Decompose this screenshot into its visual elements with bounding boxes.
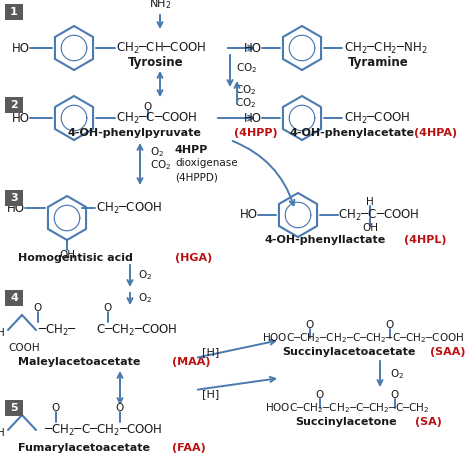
Text: (SAA): (SAA) (430, 347, 465, 357)
Text: dioxigenase: dioxigenase (175, 158, 237, 168)
Text: 4: 4 (10, 293, 18, 303)
Text: [H]: [H] (202, 347, 219, 357)
Text: 4-OH-phenylacetate: 4-OH-phenylacetate (290, 128, 415, 138)
Text: (MAA): (MAA) (172, 357, 210, 367)
Text: CH$_2$─COOH: CH$_2$─COOH (96, 201, 162, 216)
Text: O: O (386, 320, 394, 330)
Text: 3: 3 (10, 193, 18, 203)
Text: CH$_2$─C─COOH: CH$_2$─C─COOH (338, 208, 419, 223)
Text: O: O (34, 303, 42, 313)
Text: HO: HO (7, 201, 25, 215)
FancyBboxPatch shape (5, 400, 23, 416)
Text: HO: HO (12, 42, 30, 55)
Text: 4-OH-phenyllactate: 4-OH-phenyllactate (265, 235, 386, 245)
Text: O: O (306, 320, 314, 330)
Text: COOH: COOH (8, 343, 40, 353)
Text: H: H (0, 328, 5, 338)
Text: O: O (104, 303, 112, 313)
Text: (4HPP): (4HPP) (234, 128, 278, 138)
Text: HOOC─CH$_2$─CH$_2$─C─CH$_2$─C─CH$_2$─COOH: HOOC─CH$_2$─CH$_2$─C─CH$_2$─C─CH$_2$─COO… (262, 331, 464, 345)
Text: O$_2$: O$_2$ (150, 145, 164, 159)
Text: HO: HO (244, 42, 262, 55)
Text: HOOC─CH$_2$─CH$_2$─C─CH$_2$─C─CH$_2$: HOOC─CH$_2$─CH$_2$─C─CH$_2$─C─CH$_2$ (265, 401, 429, 415)
Text: Fumarylacetoacetate: Fumarylacetoacetate (18, 443, 150, 453)
Text: CH$_2$─COOH: CH$_2$─COOH (344, 110, 410, 126)
Text: O: O (144, 102, 152, 112)
Text: 4-OH-phenylpyruvate: 4-OH-phenylpyruvate (68, 128, 202, 138)
Text: O: O (391, 390, 399, 400)
Text: CO$_2$: CO$_2$ (236, 61, 257, 75)
Text: CO$_2$: CO$_2$ (235, 96, 256, 110)
Text: NH$_2$: NH$_2$ (149, 0, 171, 11)
Text: Tyrosine: Tyrosine (128, 55, 183, 69)
Text: Maleylacetoacetate: Maleylacetoacetate (18, 357, 140, 367)
FancyBboxPatch shape (5, 190, 23, 206)
FancyBboxPatch shape (5, 290, 23, 306)
Text: (4HPL): (4HPL) (404, 235, 447, 245)
Text: Succinylacetone: Succinylacetone (295, 417, 397, 427)
Text: ─CH$_2$─: ─CH$_2$─ (38, 322, 77, 337)
Text: CH$_2$─CH─COOH: CH$_2$─CH─COOH (116, 40, 206, 55)
Text: (4HPPD): (4HPPD) (175, 172, 218, 182)
Text: H: H (366, 197, 374, 207)
Text: H: H (0, 428, 5, 438)
Text: OH: OH (362, 223, 378, 233)
Text: [H]: [H] (202, 389, 219, 399)
Text: 4HPP: 4HPP (175, 145, 209, 155)
Text: Tyramine: Tyramine (348, 55, 409, 69)
Text: C─CH$_2$─COOH: C─CH$_2$─COOH (96, 322, 177, 337)
Text: Homogentisic acid: Homogentisic acid (18, 253, 133, 263)
Text: OH: OH (59, 250, 75, 260)
Text: O: O (116, 403, 124, 413)
Text: O: O (316, 390, 324, 400)
Text: CO$_2$: CO$_2$ (150, 158, 172, 172)
Text: 2: 2 (10, 100, 18, 110)
Text: Succinylacetoacetate: Succinylacetoacetate (282, 347, 415, 357)
Text: CH$_2$─C─COOH: CH$_2$─C─COOH (116, 110, 198, 126)
Text: O$_2$: O$_2$ (390, 367, 404, 381)
Text: (SA): (SA) (415, 417, 442, 427)
Text: CH$_2$─CH$_2$─NH$_2$: CH$_2$─CH$_2$─NH$_2$ (344, 40, 428, 55)
Text: O$_2$: O$_2$ (138, 291, 152, 305)
Text: HO: HO (12, 111, 30, 125)
Text: O$_2$: O$_2$ (138, 268, 152, 282)
Text: (HGA): (HGA) (175, 253, 212, 263)
Text: 1: 1 (10, 7, 18, 17)
Text: HO: HO (240, 209, 258, 221)
Text: ─CH$_2$─C─CH$_2$─COOH: ─CH$_2$─C─CH$_2$─COOH (44, 422, 163, 438)
Text: (FAA): (FAA) (172, 443, 206, 453)
FancyBboxPatch shape (5, 4, 23, 20)
Text: HO: HO (244, 111, 262, 125)
Text: 5: 5 (10, 403, 18, 413)
Text: O: O (52, 403, 60, 413)
FancyBboxPatch shape (5, 97, 23, 113)
Text: (4HPA): (4HPA) (414, 128, 457, 138)
Text: CO$_2$: CO$_2$ (235, 83, 256, 97)
